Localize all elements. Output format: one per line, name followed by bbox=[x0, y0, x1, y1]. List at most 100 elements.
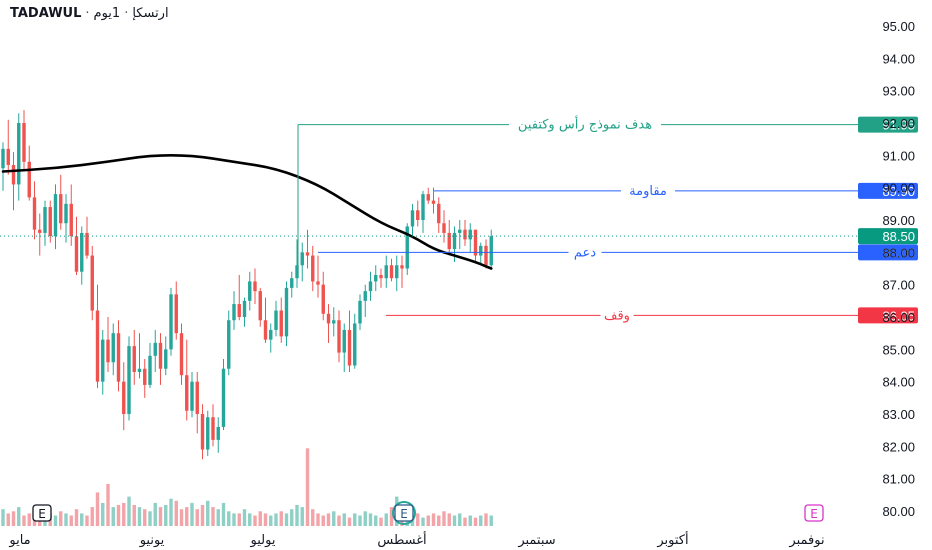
volume-bar bbox=[368, 513, 373, 526]
stop-price-text: 86.05 bbox=[882, 308, 915, 323]
price-tick-label: 91.00 bbox=[882, 148, 915, 163]
candle-body bbox=[395, 265, 399, 279]
candle-body bbox=[426, 194, 430, 201]
price-axis[interactable]: 95.00 94.00 93.00 92.00 91.00 90.00 89.00 88.00… bbox=[882, 19, 915, 519]
volume-bar bbox=[232, 513, 236, 526]
candle-body bbox=[211, 417, 215, 440]
candle-body bbox=[237, 304, 241, 317]
candle-body bbox=[410, 210, 415, 227]
volume-bar bbox=[363, 511, 367, 526]
candle-body bbox=[463, 229, 467, 240]
candle-body bbox=[74, 236, 79, 272]
volume-bar bbox=[342, 513, 346, 526]
price-tick-label: 90.00 bbox=[882, 181, 915, 196]
volume-bar bbox=[122, 502, 126, 526]
volume-bar bbox=[332, 511, 336, 526]
volume-bar bbox=[179, 509, 184, 526]
volume-bar bbox=[17, 507, 21, 526]
last-price-text: 88.50 bbox=[882, 229, 915, 244]
candle-body bbox=[484, 245, 488, 266]
symbol-name: TADAWUL bbox=[10, 6, 82, 21]
candle-body bbox=[179, 333, 184, 376]
price-tick-label: 80.00 bbox=[882, 504, 915, 519]
candle-body bbox=[479, 245, 483, 256]
candle-body bbox=[59, 194, 63, 224]
candle-body bbox=[69, 203, 73, 237]
time-tick-label: سبتمبر bbox=[517, 533, 555, 548]
volume-bar bbox=[452, 515, 457, 526]
target-price-text: 91.95 bbox=[882, 118, 915, 133]
candle-body bbox=[11, 165, 16, 185]
candle-body bbox=[132, 346, 136, 372]
volume-bar bbox=[253, 515, 257, 526]
level-label-bg bbox=[621, 181, 675, 198]
volume-bar bbox=[106, 484, 110, 526]
candle-body bbox=[80, 232, 84, 272]
volume-bar bbox=[164, 505, 168, 526]
time-axis[interactable]: مايو يونيو يوليو أغسطس سبتمبر أكتوبر نوفمبر bbox=[8, 531, 824, 548]
candle-body bbox=[347, 329, 352, 366]
volume-bar bbox=[316, 513, 320, 526]
price-tick-label: 93.00 bbox=[882, 84, 915, 99]
time-tick-label: أكتوبر bbox=[656, 531, 688, 548]
candle-body bbox=[295, 265, 299, 279]
volume-bar bbox=[353, 513, 357, 526]
interval-label: 1يوم bbox=[93, 6, 121, 21]
candle-body bbox=[148, 355, 152, 385]
volume-bar bbox=[442, 511, 446, 526]
volume-bar bbox=[69, 515, 73, 526]
symbol-header[interactable]: TADAWUL · ارتسكإ·1يوم bbox=[10, 6, 169, 21]
candle-body bbox=[90, 255, 94, 311]
candle-body bbox=[447, 232, 451, 250]
candle-body bbox=[101, 339, 105, 382]
volume-bar bbox=[295, 505, 299, 526]
volume-bar bbox=[200, 505, 205, 526]
drawing-levels[interactable]: هدف نموذج رأس وكتفين 91.95 مقاومة 89.90 دعم 8… bbox=[0, 115, 918, 324]
candle-body bbox=[342, 329, 346, 353]
candle-body bbox=[353, 323, 357, 366]
candle-body bbox=[43, 207, 47, 233]
volume-bar bbox=[143, 509, 147, 526]
volume-bar bbox=[463, 517, 467, 526]
volume-bar bbox=[137, 507, 142, 526]
candle-body bbox=[48, 207, 52, 237]
candle-body bbox=[284, 287, 289, 337]
volume-bar bbox=[153, 502, 157, 526]
volume-bar bbox=[53, 515, 58, 526]
candle-body bbox=[195, 381, 199, 414]
volume-bar bbox=[221, 502, 226, 526]
moving-average bbox=[1, 154, 493, 270]
volume-bar bbox=[347, 517, 352, 526]
target-price-tag bbox=[858, 116, 918, 133]
resistance-label: مقاومة bbox=[629, 184, 667, 199]
support-price-text: 88.00 bbox=[882, 245, 915, 260]
resistance-price-tag bbox=[858, 182, 918, 199]
candle-body bbox=[137, 368, 142, 372]
separator: · bbox=[124, 6, 129, 21]
volume-bar bbox=[479, 515, 483, 526]
candle-body bbox=[169, 294, 173, 350]
resistance-price-text: 89.90 bbox=[882, 184, 915, 199]
volume-bar bbox=[358, 515, 362, 526]
candle-body bbox=[437, 203, 441, 224]
level-label-bg bbox=[509, 115, 661, 132]
candle-body bbox=[85, 232, 89, 256]
price-tick-label: 89.00 bbox=[882, 213, 915, 228]
candle-body bbox=[32, 197, 37, 230]
volume-bar bbox=[27, 513, 31, 526]
time-tick-label: مايو bbox=[8, 533, 30, 548]
volume-bar bbox=[374, 515, 378, 526]
price-tick-label: 92.00 bbox=[882, 116, 915, 131]
candle-body bbox=[164, 349, 168, 369]
candle-body bbox=[421, 194, 425, 220]
candle-body bbox=[316, 281, 320, 285]
candle-body bbox=[64, 203, 68, 224]
candle-body bbox=[190, 381, 194, 411]
candle-body bbox=[206, 417, 210, 450]
earnings-marker-text: E bbox=[810, 507, 818, 521]
volume-bar bbox=[458, 513, 462, 526]
earnings-marker bbox=[394, 504, 414, 522]
candle-body bbox=[17, 123, 21, 185]
